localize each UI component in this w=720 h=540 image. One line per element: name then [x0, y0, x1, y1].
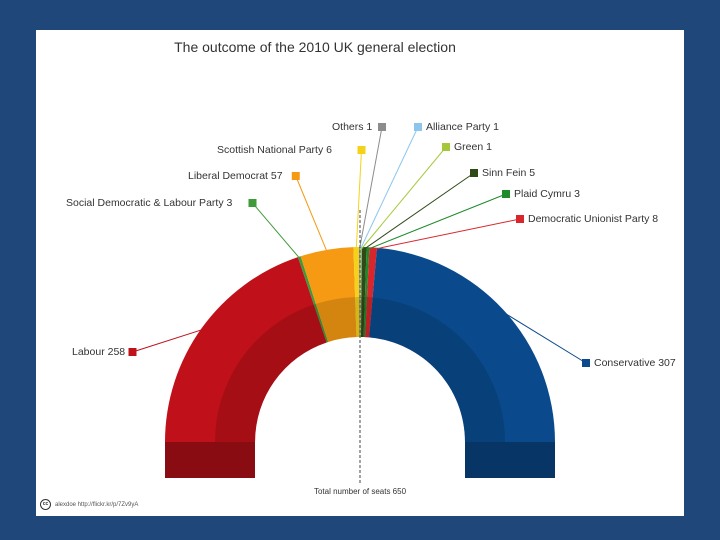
slice-label-alliance-party: Alliance Party 1 [426, 121, 499, 133]
leader-scottish-national-party [355, 149, 362, 250]
slice-label-scottish-national-party: Scottish National Party 6 [217, 144, 332, 156]
chart-title: The outcome of the 2010 UK general elect… [174, 39, 456, 55]
election-chart: The outcome of the 2010 UK general elect… [66, 39, 676, 496]
slice-label-labour: Labour 258 [72, 346, 125, 358]
leader-others [359, 126, 383, 250]
legend-swatch-sinn-fein [470, 169, 478, 177]
slice-shade-democratic-unionist-party [365, 297, 373, 338]
arc-extrusion [165, 442, 555, 478]
leader-conservative [502, 311, 587, 364]
slice-label-liberal-democrat: Liberal Democrat 57 [188, 170, 283, 182]
slice-shade-green [360, 297, 362, 338]
slice-shade-conservative [369, 297, 505, 442]
label-leaders [132, 126, 587, 364]
leader-social-democratic-labour-party [252, 202, 301, 259]
leader-labour [132, 328, 204, 353]
slice-shade-social-democratic-labour-party [313, 303, 329, 343]
slice-labels: Labour 258 Social Democratic & Labour Par… [66, 121, 676, 369]
slice-label-green: Green 1 [454, 141, 492, 153]
legend-swatch-social-democratic-labour-party [248, 199, 257, 207]
legend-swatch-others [378, 123, 386, 131]
slice-label-others: Others 1 [332, 121, 372, 133]
credit: cc alexdoe http://flickr.kr/p/7Zv9yA [40, 499, 138, 510]
left-arc-base [165, 442, 255, 478]
leader-liberal-democrat [295, 175, 328, 253]
legend-swatch-scottish-national-party [357, 146, 366, 154]
leader-plaid-cymru [367, 193, 507, 250]
slice-shade-liberal-democrat [315, 297, 357, 342]
leader-democratic-unionist-party [372, 218, 521, 250]
legend-swatch-democratic-unionist-party [516, 215, 524, 223]
slice-labour [165, 257, 327, 442]
leader-green [361, 146, 447, 250]
slice-label-plaid-cymru: Plaid Cymru 3 [514, 188, 580, 200]
creative-commons-icon: cc [40, 499, 51, 510]
slice-label-sinn-fein: Sinn Fein 5 [482, 167, 535, 179]
slice-label-conservative: Conservative 307 [594, 357, 676, 369]
legend-swatch-alliance-party [414, 123, 422, 131]
slice-label-democratic-unionist-party: Democratic Unionist Party 8 [528, 213, 658, 225]
legend-swatch-green [442, 143, 450, 151]
arc-inner-shade [215, 297, 505, 442]
slice-shade-sinn-fein [361, 297, 365, 338]
legend-swatch-conservative [582, 359, 590, 367]
legend-swatch-liberal-democrat [291, 172, 300, 180]
slide: The outcome of the 2010 UK general elect… [36, 30, 684, 516]
total-seats-label: Total number of seats 650 [314, 487, 407, 496]
leader-alliance-party [360, 126, 419, 250]
slice-shade-scottish-national-party [355, 297, 360, 338]
leader-sinn-fein [363, 172, 475, 250]
right-arc-base [465, 442, 555, 478]
slice-label-social-democratic-labour-party: Social Democratic & Labour Party 3 [66, 197, 232, 209]
slice-shade-labour [215, 304, 327, 442]
slice-shade-plaid-cymru [363, 297, 368, 338]
legend-swatch-plaid-cymru [502, 190, 510, 198]
credit-text: alexdoe http://flickr.kr/p/7Zv9yA [55, 501, 139, 508]
legend-swatch-labour [128, 348, 137, 356]
